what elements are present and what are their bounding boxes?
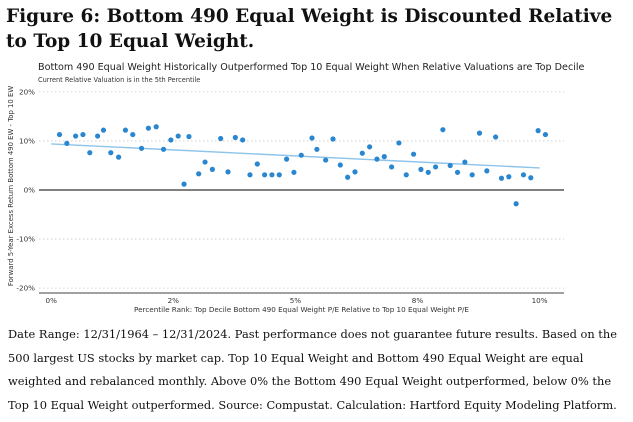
- data-point: [145, 125, 151, 131]
- data-point: [535, 128, 541, 134]
- data-point: [56, 131, 63, 138]
- data-point: [284, 156, 290, 162]
- data-point: [309, 135, 315, 141]
- chart-panel: Bottom 490 Equal Weight Historically Out…: [2, 59, 629, 320]
- trend-line: [51, 143, 540, 169]
- data-point: [262, 172, 268, 178]
- data-point: [389, 164, 395, 170]
- data-point: [425, 169, 431, 175]
- y-tick-label: 0%: [24, 186, 36, 195]
- data-point: [225, 169, 231, 175]
- x-tick-label: 2%: [168, 296, 180, 305]
- data-point: [87, 150, 93, 156]
- data-point: [520, 172, 527, 178]
- data-point: [352, 169, 358, 175]
- data-point: [276, 172, 282, 178]
- data-point: [337, 162, 343, 168]
- data-point: [528, 175, 534, 181]
- x-tick-label: 0%: [46, 296, 58, 305]
- data-point: [108, 150, 114, 156]
- data-point: [359, 150, 365, 156]
- y-axis-label: Forward 5-Year Excess Return Bottom 490 …: [7, 86, 15, 286]
- x-axis-label: Percentile Rank: Top Decile Bottom 490 E…: [134, 305, 469, 314]
- data-point: [291, 169, 297, 175]
- y-tick-label: -10%: [16, 235, 35, 244]
- data-point: [240, 137, 246, 143]
- data-point: [454, 169, 461, 175]
- x-tick-label: 10%: [532, 296, 548, 305]
- data-point: [330, 136, 336, 142]
- x-tick-label: 8%: [412, 296, 424, 305]
- y-tick-label: 10%: [19, 136, 35, 145]
- data-point: [542, 131, 549, 138]
- data-point: [493, 134, 499, 140]
- data-point: [116, 154, 122, 160]
- data-point: [403, 172, 409, 178]
- data-point: [440, 127, 446, 133]
- data-point: [298, 152, 304, 158]
- figure-title: Figure 6: Bottom 490 Equal Weight is Dis…: [6, 6, 613, 52]
- y-tick-label: 20%: [19, 87, 35, 96]
- data-point: [181, 181, 187, 187]
- data-point: [100, 127, 107, 133]
- data-point: [506, 174, 512, 180]
- data-point: [122, 127, 129, 133]
- data-point: [476, 130, 483, 136]
- data-point: [247, 172, 253, 178]
- data-point: [513, 201, 519, 207]
- data-point: [254, 161, 260, 167]
- data-point: [484, 168, 490, 174]
- chart-title: Bottom 490 Equal Weight Historically Out…: [38, 62, 585, 73]
- data-point: [323, 157, 329, 163]
- data-point: [367, 144, 373, 150]
- figure-caption: Date Range: 12/31/1964 – 12/31/2024. Pas…: [8, 327, 617, 412]
- data-point: [73, 133, 79, 139]
- data-point: [374, 156, 380, 162]
- data-point: [410, 151, 417, 157]
- data-point: [218, 135, 224, 142]
- data-point: [396, 140, 402, 146]
- data-point: [209, 166, 215, 172]
- data-point: [432, 164, 439, 170]
- data-point: [447, 162, 453, 169]
- data-point: [64, 140, 70, 147]
- data-point: [269, 172, 275, 178]
- data-point: [80, 131, 86, 138]
- scatter-chart: 20% 10% 0% -10% -20% 0% 2% 5% 8% 10% Percentile Ra…: [7, 86, 564, 314]
- y-tick-label: -20%: [16, 284, 35, 293]
- chart-subtitle: Current Relative Valuation is in the 5th…: [38, 76, 201, 84]
- data-point: [381, 154, 387, 160]
- x-tick-label: 5%: [290, 296, 302, 305]
- data-point: [95, 133, 101, 139]
- data-point: [418, 166, 424, 172]
- data-point: [168, 137, 174, 143]
- data-point: [469, 172, 475, 178]
- data-point: [202, 159, 208, 165]
- data-point: [153, 124, 159, 130]
- data-point: [186, 133, 192, 140]
- data-point: [314, 146, 320, 152]
- data-point: [462, 159, 468, 165]
- data-point: [345, 174, 351, 180]
- data-point: [160, 146, 167, 152]
- data-point: [175, 133, 181, 139]
- data-point: [196, 171, 202, 177]
- data-point: [498, 175, 505, 181]
- data-point: [232, 134, 238, 141]
- data-point: [138, 145, 145, 151]
- data-point: [130, 131, 136, 138]
